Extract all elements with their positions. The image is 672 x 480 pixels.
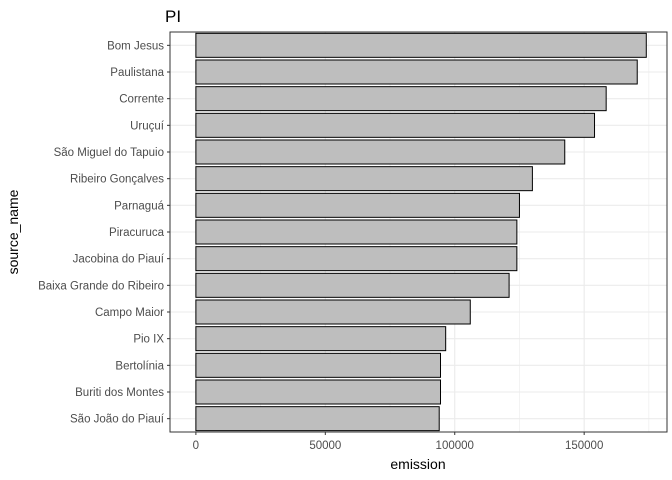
bar-s-o-miguel-do-tapuio xyxy=(195,139,566,165)
y-tick-label: Campo Maior xyxy=(95,307,164,319)
x-tick-label: 0 xyxy=(193,440,199,452)
y-axis-title: source_name xyxy=(5,189,21,274)
y-tick-label: Ribeiro Gonçalves xyxy=(70,174,164,186)
y-tick-label: Parnaguá xyxy=(114,200,164,212)
x-tick-label: 50000 xyxy=(309,440,341,452)
y-tick-label: São Miguel do Tapuio xyxy=(54,147,164,159)
y-tick-label: Bertolínia xyxy=(115,360,164,372)
bar-parnagu- xyxy=(195,192,520,218)
y-tick-label: Uruçuí xyxy=(130,120,165,132)
y-tick-label: Corrente xyxy=(119,94,164,106)
chart-title: PI xyxy=(165,7,181,26)
y-tick-label: Buriti dos Montes xyxy=(75,387,164,399)
x-tick-label: 150000 xyxy=(565,440,603,452)
y-tick-label: Jacobina do Piauí xyxy=(73,254,165,266)
x-tick-label: 100000 xyxy=(436,440,474,452)
y-tick-label: Piracuruca xyxy=(109,227,165,239)
bar-corrente xyxy=(195,86,607,112)
bar-pio-ix xyxy=(195,326,447,352)
bar-paulistana xyxy=(195,59,638,85)
y-tick-label: São João do Piauí xyxy=(70,414,165,426)
bar-piracuruca xyxy=(195,219,518,245)
y-tick-label: Bom Jesus xyxy=(107,40,164,52)
x-axis-title: emission xyxy=(390,456,445,472)
bar-buriti-dos-montes xyxy=(195,379,442,405)
bar-ribeiro-gon-alves xyxy=(195,166,533,192)
bar-uru-u- xyxy=(195,112,596,138)
ticks-layer: Bom Jesus Paulistana Corrente Uruçuí São Mig… xyxy=(38,40,603,452)
bar-bom-jesus xyxy=(195,32,647,58)
y-tick-label: Pio IX xyxy=(133,334,164,346)
bar-jacobina-do-piau- xyxy=(195,246,518,272)
bars-layer xyxy=(195,32,647,432)
bar-s-o-jo-o-do-piau- xyxy=(195,406,440,432)
y-tick-label: Paulistana xyxy=(110,67,164,79)
bar-baixa-grande-do-ribeiro xyxy=(195,272,510,298)
y-tick-label: Baixa Grande do Ribeiro xyxy=(38,280,164,292)
bar-campo-maior xyxy=(195,299,471,325)
bar-bertol-nia xyxy=(195,352,442,378)
